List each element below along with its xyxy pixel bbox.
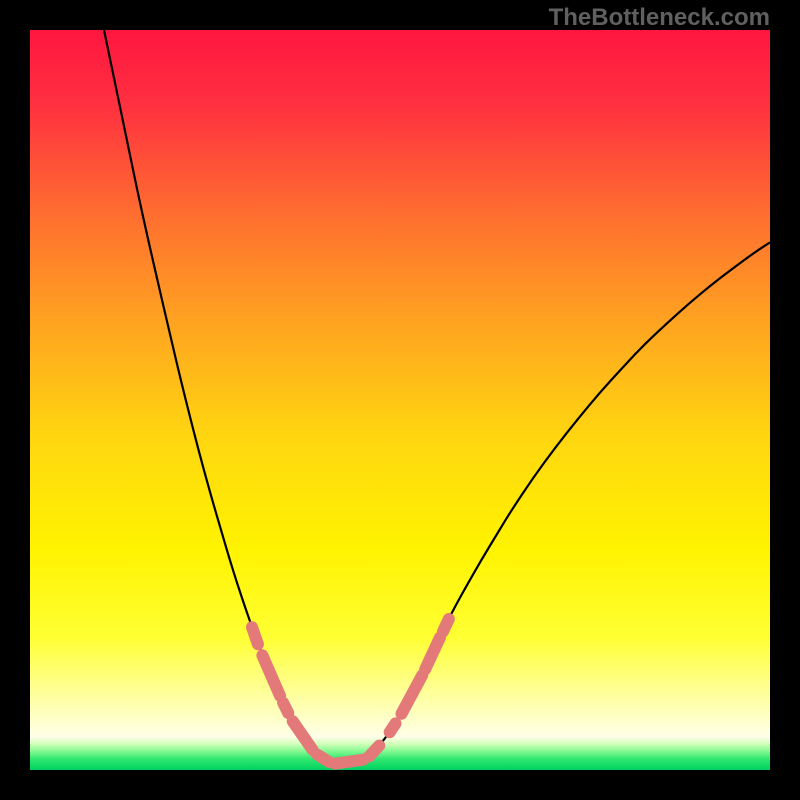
watermark-text: TheBottleneck.com [549, 4, 770, 32]
bottleneck-chart [0, 0, 800, 800]
chart-container: TheBottleneck.com [0, 0, 800, 800]
